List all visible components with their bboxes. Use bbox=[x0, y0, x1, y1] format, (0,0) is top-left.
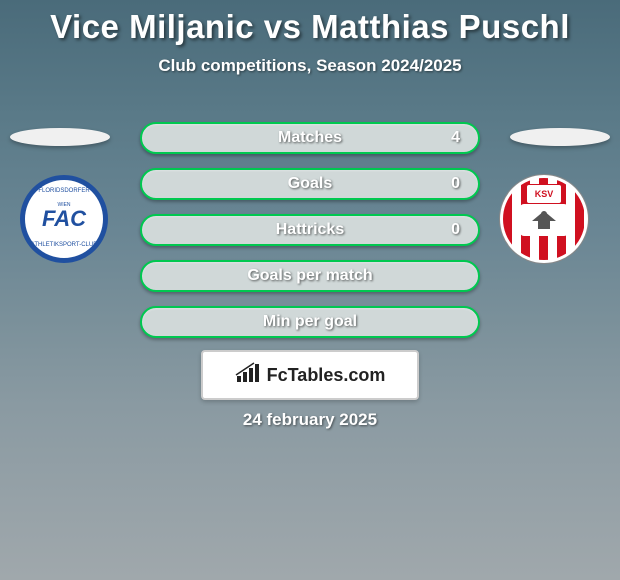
page-title: Vice Miljanic vs Matthias Puschl bbox=[0, 0, 620, 46]
date-text: 24 february 2025 bbox=[0, 410, 620, 430]
stat-value: 0 bbox=[451, 221, 460, 239]
stat-row-matches: Matches 4 bbox=[140, 122, 480, 154]
stat-row-goals-per-match: Goals per match bbox=[140, 260, 480, 292]
player-photo-placeholder-left bbox=[10, 128, 110, 146]
stat-row-goals: Goals 0 bbox=[140, 168, 480, 200]
stat-row-hattricks: Hattricks 0 bbox=[140, 214, 480, 246]
stats-container: Matches 4 Goals 0 Hattricks 0 Goals per … bbox=[140, 122, 480, 352]
club-badge-right: KSV bbox=[500, 175, 600, 265]
stat-label: Matches bbox=[278, 129, 342, 147]
club-badge-left: FLORIDSDORFER WIEN FAC ATHLETIKSPORT-CLU… bbox=[20, 175, 120, 265]
ksv-badge-icon: KSV bbox=[500, 175, 588, 263]
page-subtitle: Club competitions, Season 2024/2025 bbox=[0, 56, 620, 76]
stat-label: Goals per match bbox=[247, 267, 372, 285]
stat-label: Goals bbox=[288, 175, 332, 193]
fac-badge-bot-text: ATHLETIKSPORT-CLUB bbox=[31, 242, 97, 248]
ksv-badge-text: KSV bbox=[526, 184, 562, 204]
brand-box: FcTables.com bbox=[201, 350, 419, 400]
stat-value: 4 bbox=[451, 129, 460, 147]
player-photo-placeholder-right bbox=[510, 128, 610, 146]
stat-label: Hattricks bbox=[276, 221, 344, 239]
stat-label: Min per goal bbox=[263, 313, 357, 331]
fac-badge-main-text: FAC bbox=[42, 208, 86, 230]
brand-text: FcTables.com bbox=[267, 365, 386, 386]
fac-badge-top-text: FLORIDSDORFER bbox=[38, 188, 89, 194]
stat-value: 0 bbox=[451, 175, 460, 193]
fac-badge-mid-text: WIEN bbox=[57, 202, 70, 208]
stat-row-min-per-goal: Min per goal bbox=[140, 306, 480, 338]
fac-badge-icon: FLORIDSDORFER WIEN FAC ATHLETIKSPORT-CLU… bbox=[20, 175, 108, 263]
bar-chart-icon bbox=[235, 362, 261, 389]
ksv-eagle-icon bbox=[520, 204, 568, 236]
